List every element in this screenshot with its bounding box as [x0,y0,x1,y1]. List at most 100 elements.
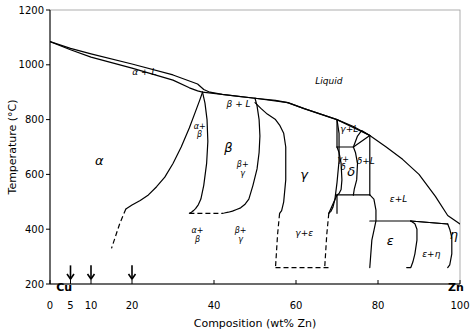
phase-label-line: γ+L [340,124,358,134]
boundary-line [255,98,288,102]
phase-label-line: α + L [132,67,156,77]
phase-label: β [223,140,232,155]
boundary-line [336,120,337,147]
boundary-line [276,213,280,267]
y-tick [46,10,50,11]
x-axis-line [50,284,460,285]
chart: 20040060080010001200051020406080100Compo… [0,0,474,332]
x-axis-label: Composition (wt% Zn) [194,317,317,330]
y-tick-label: 800 [25,114,44,125]
phase-label: δ+L [357,156,375,166]
boundary-line [50,42,203,93]
x-tick-label: 20 [126,300,139,311]
boundary-line [370,220,411,221]
boundary-line [126,92,203,209]
arrow [88,265,95,279]
y-axis-label: Temperature (°C) [6,100,19,196]
boundary-line [50,42,460,224]
boundary-line [255,103,286,214]
boundary-line [276,267,329,268]
phase-label-line: β+ [234,226,247,235]
phase-label: α + L [132,67,156,77]
phase-label: α+β [192,226,204,244]
phase-label-line: α+ [192,226,204,235]
boundary-line [337,194,353,195]
phase-label-line: γ+ε [295,228,313,238]
y-tick-label: 400 [25,224,44,235]
boundary-line [222,98,260,213]
x-tick-label: 40 [208,300,221,311]
phase-label-line: β + L [226,99,251,109]
x-tick [378,280,379,284]
x-tick-label: 10 [85,300,98,311]
y-axis: 20040060080010001200 [19,5,50,290]
boundary-line [337,120,370,136]
arrow [67,265,74,279]
phase-label-line: Liquid [315,76,342,86]
x-tick-label: 0 [47,300,53,311]
y-tick-label: 1200 [19,5,44,16]
x-tick [91,280,92,284]
arrow-head [67,274,74,279]
phase-label-line: β+ [236,160,249,169]
phase-label: η [450,227,458,242]
phase-label: α+β [194,122,206,140]
phase-label-line: ε [387,233,394,248]
boundary-line [329,120,339,214]
phase-label-line: η [450,227,458,242]
boundary-line [353,135,369,147]
x-tick [296,280,297,284]
phase-label-line: β [223,140,232,155]
x-axis: 051020406080100 [47,280,470,311]
element-label: Cu [56,281,72,294]
y-tick-label: 200 [25,279,44,290]
phase-label: α [95,153,104,168]
x-tick [214,280,215,284]
phase-label-line: δ [347,164,355,179]
phase-label-line: γ [300,167,309,182]
x-tick [50,280,51,284]
phase-label: β+γ [234,226,247,244]
boundary-line [203,92,255,98]
phase-label: β+γ [236,160,249,178]
phase-label: Liquid [315,76,342,86]
phase-label-line: α [95,153,104,168]
phase-label: ε+η [422,249,440,259]
phase-label-line: δ+L [357,156,375,166]
boundary-line [337,146,353,147]
y-tick-label: 1000 [19,59,44,70]
boundary-line [353,194,369,195]
plot-frame [50,10,460,284]
phase-label: γ+L [340,124,358,134]
boundary-line [288,103,337,120]
boundary-line [194,92,208,210]
phase-label-line: δ [341,163,346,172]
boundary-line [329,195,337,213]
boundaries [50,42,460,268]
phase-label-line: γ [240,169,246,178]
phase-label-line: α+ [194,122,206,131]
boundary-line [370,195,376,268]
y-axis-line [50,10,51,284]
boundary-line [189,213,222,214]
x-tick-label: 60 [290,300,303,311]
x-tick-label: 100 [450,300,469,311]
boundary-line [325,213,329,267]
phase-label-line: γ+ [337,155,348,164]
phase-label: δ [347,164,355,179]
y-tick [46,284,50,285]
phase-label: γ [300,167,309,182]
arrow-head [129,274,136,279]
phase-label: γ+ε [295,228,313,238]
arrow-head [88,274,95,279]
boundary-line [411,221,448,224]
boundary-line [112,209,126,248]
boundary-line [407,221,417,268]
phase-label-line: γ [238,235,244,244]
y-tick [46,119,50,120]
arrow [129,265,136,279]
phase-label-line: ε+L [390,194,407,204]
x-tick-label: 80 [372,300,385,311]
phase-label: ε [387,233,394,248]
y-tick [46,64,50,65]
